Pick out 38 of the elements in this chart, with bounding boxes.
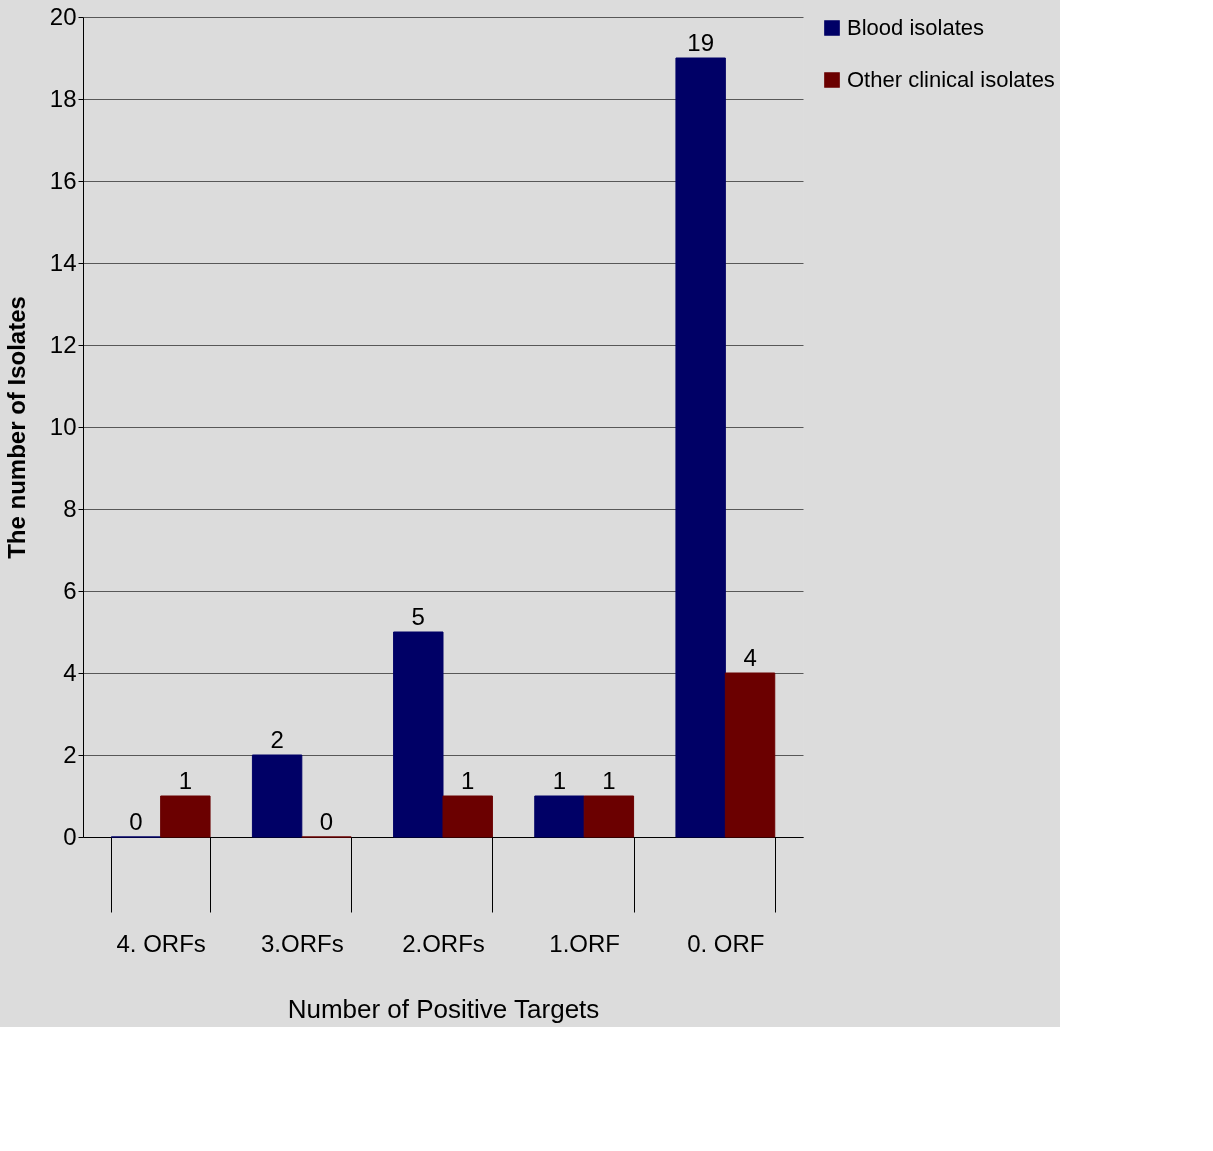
bar <box>724 672 776 838</box>
y-tick-label: 18 <box>49 84 77 112</box>
data-label: 5 <box>411 603 425 630</box>
data-label: 19 <box>687 29 714 56</box>
bar <box>251 754 303 838</box>
x-axis-title: Number of Positive Targets <box>287 993 600 1024</box>
x-tick-label: 1.ORF <box>549 929 621 957</box>
data-label: 4 <box>743 644 757 671</box>
y-tick-label: 4 <box>63 658 77 686</box>
y-tick-label: 0 <box>63 822 77 850</box>
data-label: 1 <box>552 767 567 794</box>
y-tick-label: 2 <box>63 740 77 768</box>
x-tick-label: 3.ORFs <box>260 929 344 957</box>
y-tick-label: 10 <box>49 412 77 440</box>
data-label: 1 <box>461 767 475 794</box>
legend-label: Other clinical isolates <box>847 67 1055 92</box>
x-tick-label: 2.ORFs <box>402 929 485 957</box>
y-tick-label: 8 <box>63 494 77 522</box>
bar <box>583 795 635 838</box>
bar <box>534 795 585 838</box>
y-tick-label: 20 <box>49 2 77 30</box>
bar <box>160 795 211 838</box>
data-label: 1 <box>178 767 193 794</box>
data-label: 0 <box>129 808 143 835</box>
bar <box>675 57 726 838</box>
y-tick-label: 6 <box>63 576 77 604</box>
y-tick-label: 12 <box>49 330 77 358</box>
data-label: 2 <box>270 726 284 753</box>
y-axis-title: The number of Isolates <box>2 296 30 559</box>
bar <box>393 631 444 838</box>
x-tick-label: 4. ORFs <box>116 929 206 957</box>
data-label: 1 <box>602 767 616 794</box>
x-tick-label: 0. ORF <box>687 929 765 957</box>
y-tick-label: 14 <box>49 248 77 276</box>
legend-label: Blood isolates <box>847 15 984 40</box>
y-tick-label: 16 <box>49 166 77 194</box>
bar <box>442 795 493 838</box>
data-label: 0 <box>319 808 334 835</box>
